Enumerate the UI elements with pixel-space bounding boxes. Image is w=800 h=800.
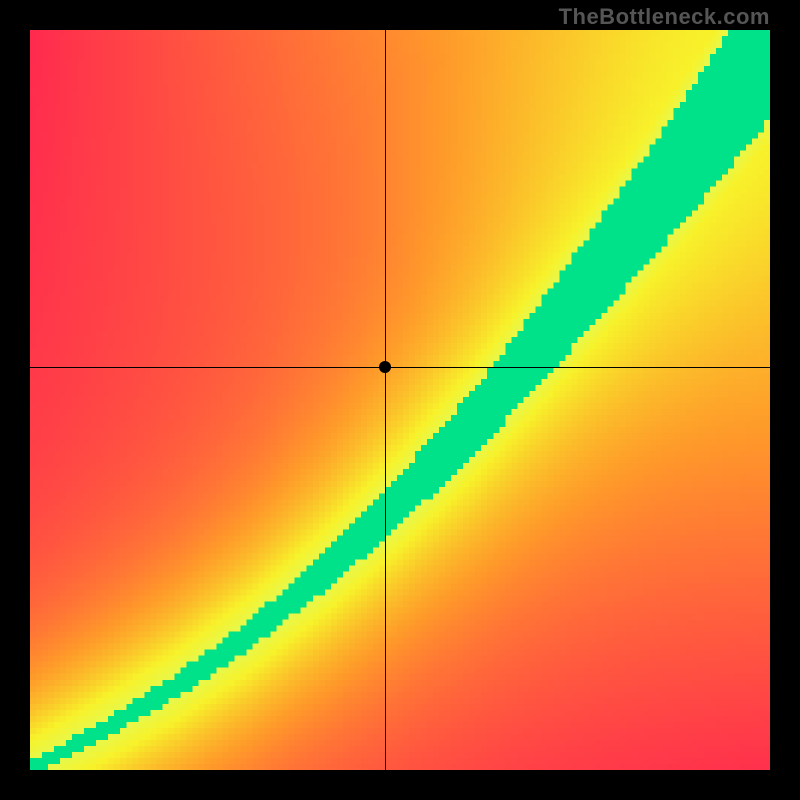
crosshair-vertical	[385, 30, 386, 770]
watermark-text: TheBottleneck.com	[559, 4, 770, 30]
crosshair-marker[interactable]	[379, 361, 391, 373]
crosshair-horizontal	[30, 367, 770, 368]
heatmap-canvas	[30, 30, 770, 770]
bottleneck-heatmap	[30, 30, 770, 770]
